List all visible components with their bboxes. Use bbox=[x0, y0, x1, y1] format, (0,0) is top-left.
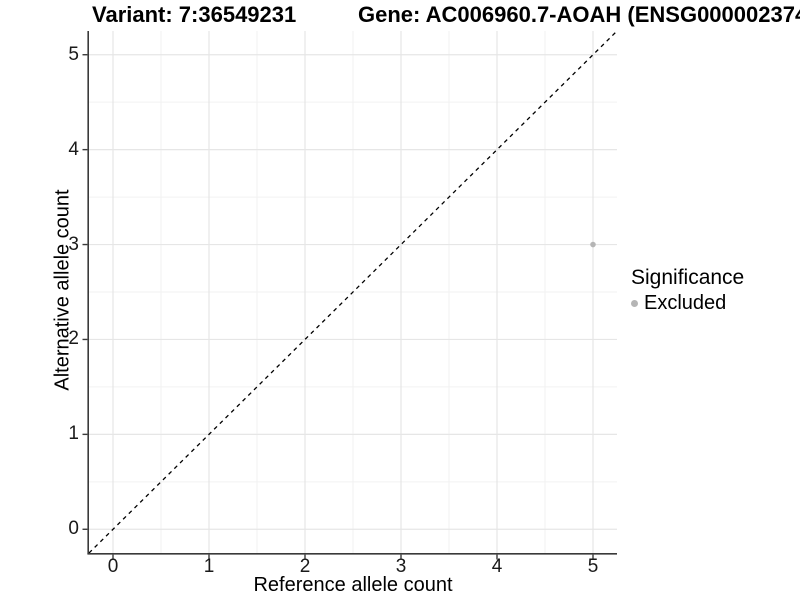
y-tick-label: 5 bbox=[68, 43, 79, 65]
y-axis-title: Alternative allele count bbox=[51, 189, 74, 391]
y-tick-label: 2 bbox=[68, 328, 79, 350]
legend: Significance Excluded bbox=[631, 266, 744, 315]
legend-item-label: Excluded bbox=[644, 292, 727, 314]
gene-title: Gene: AC006960.7-AOAH (ENSG00000237400- bbox=[358, 2, 800, 27]
x-tick-label: 1 bbox=[203, 556, 215, 577]
y-tick-label: 0 bbox=[68, 518, 79, 540]
data-point bbox=[590, 241, 596, 248]
identity-dashed-line bbox=[88, 30, 618, 554]
legend-item: Excluded bbox=[631, 292, 744, 315]
y-tick-label: 4 bbox=[68, 138, 79, 160]
x-tick-label: 0 bbox=[107, 556, 119, 577]
legend-point-icon bbox=[631, 300, 638, 307]
legend-title: Significance bbox=[631, 266, 745, 289]
x-tick-label: 4 bbox=[491, 556, 503, 577]
variant-title: Variant: 7:36549231 bbox=[92, 2, 297, 27]
x-tick-label: 5 bbox=[587, 556, 599, 577]
x-tick-label: 2 bbox=[299, 556, 311, 577]
x-axis-title: Reference allele count bbox=[253, 574, 453, 596]
y-tick-label: 1 bbox=[68, 423, 79, 445]
x-tick-label: 3 bbox=[395, 556, 407, 577]
y-tick-label: 3 bbox=[68, 233, 79, 255]
